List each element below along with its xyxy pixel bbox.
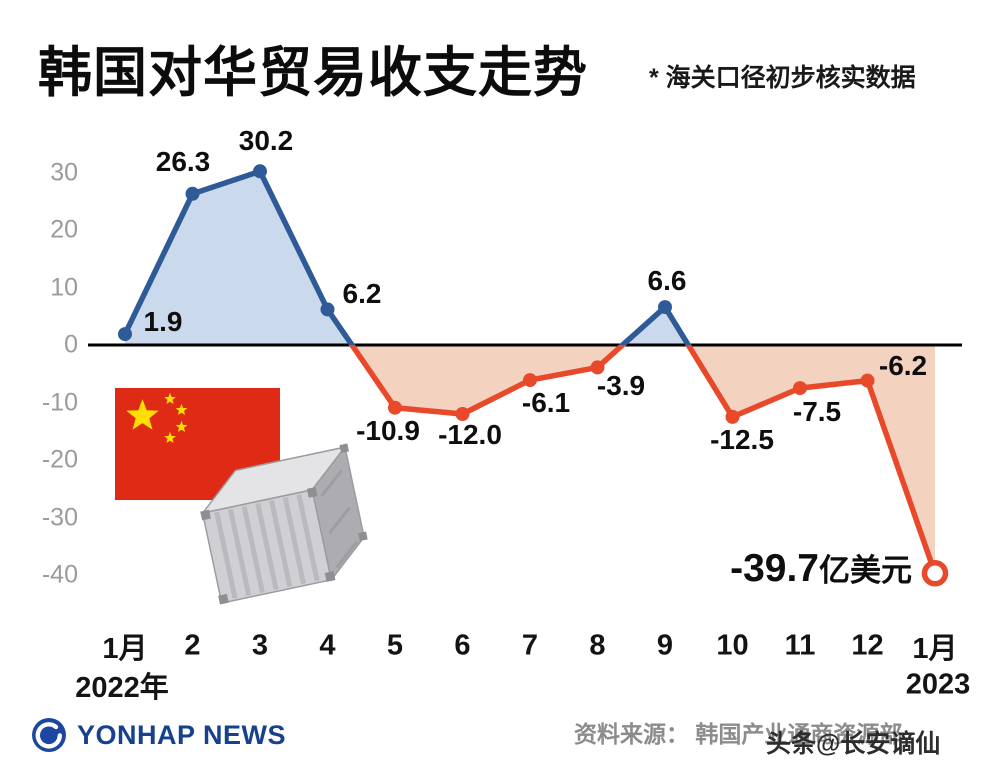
x-axis-label: 7 xyxy=(521,629,539,662)
data-point-label: -10.9 xyxy=(356,415,420,446)
data-point-label: -7.5 xyxy=(792,396,842,427)
data-point-label: -12.0 xyxy=(438,419,502,450)
page-title: 韩国对华贸易收支走势 xyxy=(38,43,588,103)
x-axis-year-label: 2023 xyxy=(905,668,971,701)
x-axis-label: 1月 xyxy=(102,633,148,665)
positive-area-fill xyxy=(125,171,935,345)
data-point-label: -12.5 xyxy=(710,424,774,455)
data-point-marker xyxy=(455,407,470,421)
flag-star xyxy=(164,392,176,404)
x-axis-label: 12 xyxy=(851,629,884,662)
x-axis-label: 3 xyxy=(251,629,269,662)
data-point-marker xyxy=(658,300,672,315)
flag-star xyxy=(175,403,188,415)
yonhap-logo: YONHAP NEWS xyxy=(30,716,286,754)
shipping-container-illustration xyxy=(200,443,368,605)
data-point-label: 26.3 xyxy=(155,146,211,177)
x-axis-year-label: 2022年 xyxy=(75,672,169,704)
data-point-label: -6.2 xyxy=(878,350,928,381)
negative-area-fill xyxy=(125,345,935,574)
x-axis-label: 11 xyxy=(784,629,816,662)
data-point-label: 1.9 xyxy=(143,306,183,337)
data-point-marker xyxy=(118,327,132,342)
flag-star xyxy=(164,431,176,443)
data-point-label: 30.2 xyxy=(238,125,294,156)
y-axis-tick-label: -10 xyxy=(41,388,78,416)
yonhap-logo-text: YONHAP NEWS xyxy=(77,719,287,750)
x-axis-label: 5 xyxy=(386,629,404,662)
y-axis-tick-label: -20 xyxy=(41,445,78,474)
yonhap-logo-icon xyxy=(32,718,66,752)
y-axis-tick-label: -30 xyxy=(41,503,78,531)
data-point-marker xyxy=(253,164,267,179)
container-corrugation xyxy=(214,494,320,599)
data-point-marker xyxy=(320,302,335,317)
data-point-marker xyxy=(185,186,200,201)
final-point-marker xyxy=(921,560,949,587)
data-point-label: 6.6 xyxy=(647,265,687,296)
x-axis-label: 8 xyxy=(589,629,606,662)
data-point-marker xyxy=(725,409,740,424)
data-point-marker xyxy=(860,373,875,388)
flag-star xyxy=(126,399,159,430)
data-point-marker xyxy=(590,360,605,375)
flag-star xyxy=(175,420,188,432)
y-axis-tick-label: 30 xyxy=(50,158,78,186)
y-axis-tick-label: 0 xyxy=(64,330,78,359)
y-axis-tick-label: 10 xyxy=(50,273,78,301)
data-point-markers xyxy=(118,164,949,587)
data-point-marker xyxy=(523,373,537,388)
y-axis-tick-label: 20 xyxy=(50,215,78,244)
x-axis-label: 4 xyxy=(319,629,336,662)
data-point-label: -6.1 xyxy=(521,387,571,418)
data-point-label: 6.2 xyxy=(342,278,382,309)
subtitle-note: * 海关口径初步核实数据 xyxy=(649,64,916,92)
x-axis-label: 6 xyxy=(454,629,471,662)
x-axis-label: 10 xyxy=(716,629,749,662)
y-axis-tick-label: -40 xyxy=(41,560,78,589)
data-point-marker xyxy=(388,400,402,415)
final-value-label: -39.7亿美元 xyxy=(730,547,912,590)
x-axis-label: 9 xyxy=(656,629,674,662)
data-point-label: -3.9 xyxy=(596,370,646,401)
source-text: 资料来源： 韩国产业通商资源部 xyxy=(574,721,903,747)
watermark-text: 头条@长安谪仙 xyxy=(766,730,941,758)
data-point-marker xyxy=(793,381,807,396)
x-axis-label: 1月 xyxy=(912,633,958,665)
x-axis-label: 2 xyxy=(184,629,201,662)
